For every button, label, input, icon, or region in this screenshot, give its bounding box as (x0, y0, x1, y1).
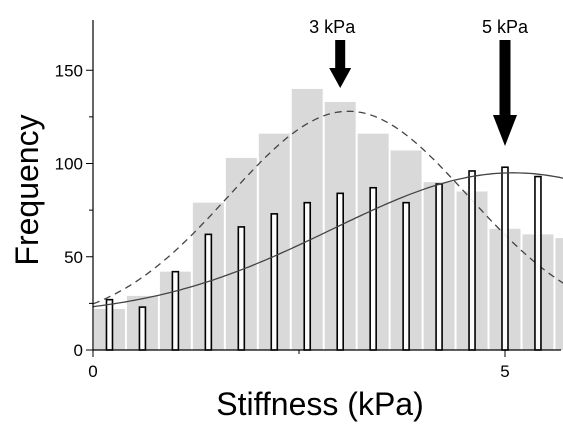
bar-outlined (237, 226, 246, 351)
bar-gray (555, 238, 563, 350)
annotation-label: 3 kPa (309, 17, 356, 37)
bar-outlined (534, 175, 542, 351)
bar-outlined (501, 166, 509, 351)
fit-curve-dashed (92, 110, 563, 305)
bar-outlined (138, 306, 147, 351)
bar-outlined (468, 170, 476, 351)
y-tick-label: 100 (55, 155, 83, 174)
bar-outlined (402, 201, 410, 351)
y-axis-label: Frequency (9, 114, 45, 265)
y-tick-label: 50 (64, 248, 83, 267)
bar-outlined (303, 201, 312, 351)
bar-outlined (435, 183, 443, 351)
x-tick-label: 0 (88, 362, 97, 381)
arrow-down-icon (493, 40, 517, 146)
y-tick-label: 150 (55, 61, 83, 80)
plot-area: 051015050100150Stiffness (kPa)Frequency3… (9, 17, 563, 422)
bar-outlined (204, 233, 213, 351)
x-tick-label: 5 (500, 362, 509, 381)
bar-outlined (171, 270, 180, 351)
fit-curve-solid (92, 172, 563, 308)
bar-outlined (369, 186, 377, 351)
x-axis-label: Stiffness (kPa) (216, 386, 423, 422)
bar-outlined (336, 192, 345, 351)
bar-outlined (105, 298, 114, 351)
bar-outlined (270, 213, 279, 351)
annotation-label: 5 kPa (482, 17, 529, 37)
arrow-down-icon (329, 40, 352, 88)
y-tick-label: 0 (74, 341, 83, 360)
